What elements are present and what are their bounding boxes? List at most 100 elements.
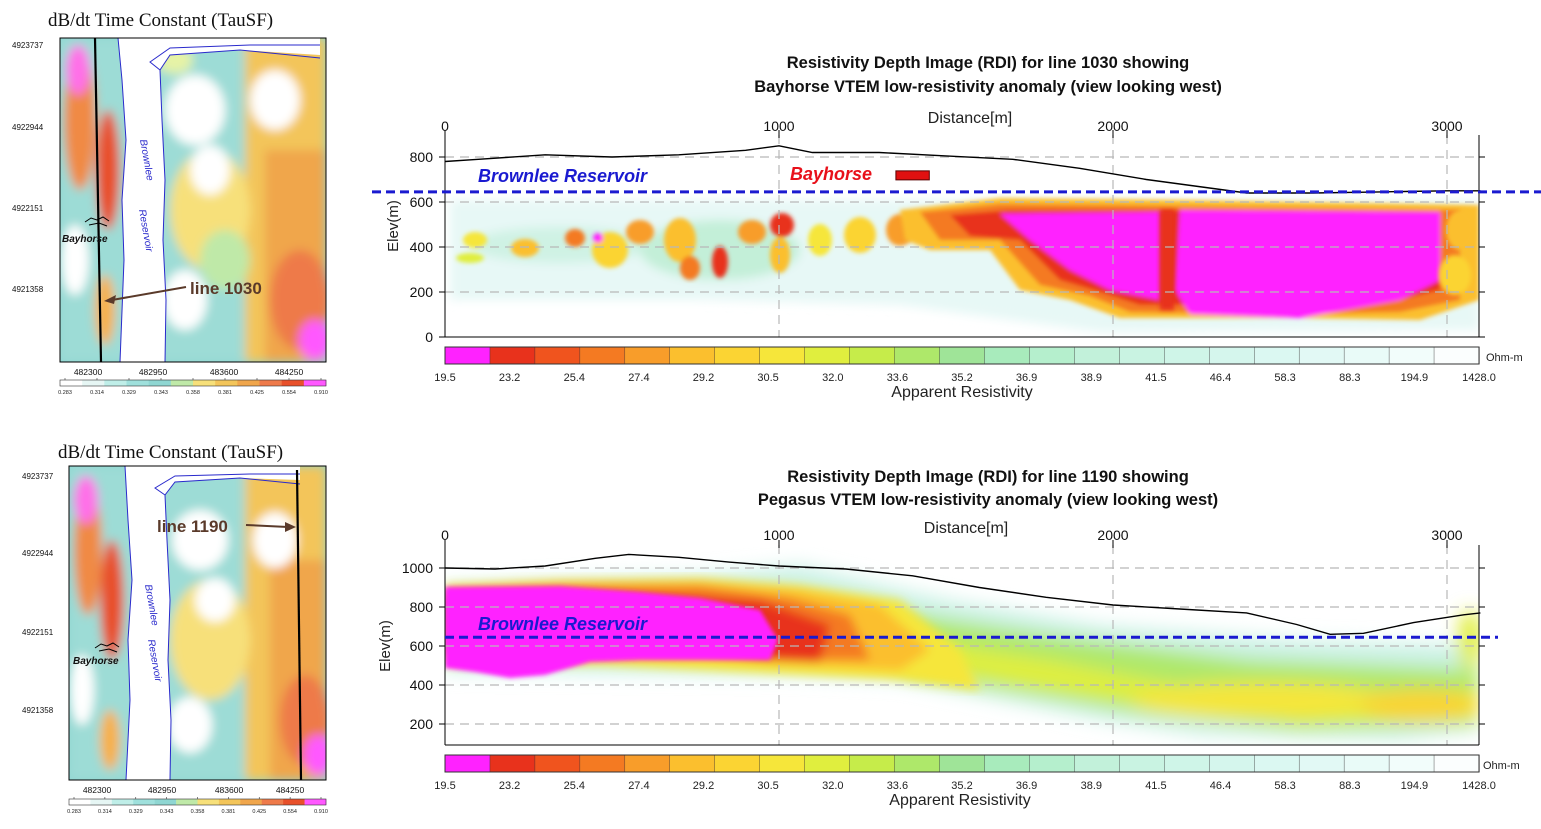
colorbar-tick-label: 23.2 [499, 780, 520, 792]
y-tick-label: 600 [410, 194, 434, 210]
colorbar-tick-label: 194.9 [1401, 780, 1429, 792]
colorbar: 19.5 23.2 25.4 27.4 29.2 30.5 32.0 33.6 35.2 36.9… [434, 346, 1496, 384]
axes [444, 545, 1480, 746]
map-scale-swatch [197, 799, 220, 805]
chart-title-line2: Pegasus VTEM low-resistivity anomaly (vi… [758, 491, 1218, 509]
map-scale-tick: 0.554 [282, 390, 296, 396]
colorbar-tick-label: 58.3 [1274, 372, 1295, 384]
map-y-tick: 4923737 [12, 41, 44, 50]
colorbar-label: Apparent Resistivity [891, 384, 1032, 401]
x-tick-label: 3000 [1431, 527, 1462, 543]
colorbar-swatch [984, 346, 1031, 365]
colorbar-swatch [1164, 754, 1210, 773]
map-scale-swatch [104, 380, 127, 386]
colorbar-tick-label: 38.9 [1081, 780, 1102, 792]
colorbar-tick-label: 1428.0 [1462, 780, 1496, 792]
anomaly-label: Bayhorse [790, 164, 872, 184]
map-scale-swatch [303, 380, 327, 386]
x-tick-label: 2000 [1097, 527, 1128, 543]
colorbar-swatch [669, 754, 716, 773]
map-x-tick: 482300 [83, 785, 112, 795]
map-y-tick: 4921358 [12, 285, 44, 294]
colorbar-swatch [624, 346, 671, 365]
map-scale-swatch [111, 799, 134, 805]
map-scale-swatch [283, 799, 305, 805]
colorbar-tick-label: 41.5 [1145, 780, 1166, 792]
chart-title-line1: Resistivity Depth Image (RDI) for line 1… [787, 468, 1189, 486]
map-x-ticks: 482300 482950 483600 484250 [83, 785, 305, 795]
map-x-tick: 484250 [276, 785, 305, 795]
colorbar-swatch [489, 754, 536, 773]
map-scale-tick: 0.381 [218, 390, 232, 396]
map-y-ticks: 4923737 4922944 4922151 4921358 [22, 472, 54, 715]
y-tick-label: 800 [410, 599, 434, 615]
map-x-tick: 482950 [148, 785, 177, 795]
map-scale-tick: 0.329 [129, 809, 143, 815]
map-scale-swatch [176, 799, 198, 805]
map-panel-1190: dB/dt Time Constant (TauSF) [22, 442, 328, 815]
colorbar-swatch [444, 346, 491, 365]
colorbar-tick-label: 33.6 [887, 780, 908, 792]
colorbar-swatch [849, 346, 896, 365]
colorbar-swatch [1029, 346, 1075, 365]
colorbar-swatch [489, 346, 536, 365]
grid [445, 545, 1479, 745]
map-scale-swatch [304, 799, 327, 805]
colorbar-tick-label: 194.9 [1401, 372, 1429, 384]
map-scale-swatch [148, 380, 172, 386]
y-tick-label: 800 [410, 149, 434, 165]
rdi-panel-1030: Resistivity Depth Image (RDI) for line 1… [372, 54, 1541, 401]
colorbar-unit: Ohm-m [1486, 352, 1523, 364]
colorbar-tick-label: 46.4 [1210, 372, 1231, 384]
colorbar-swatch [1074, 346, 1120, 365]
map-scale-tick: 0.910 [314, 390, 328, 396]
colorbar-unit: Ohm-m [1483, 760, 1520, 772]
map-scale-swatch [170, 380, 194, 386]
colorbar-tick-label: 29.2 [693, 372, 714, 384]
x-tick-label: 0 [441, 118, 449, 134]
colorbar-swatch [1388, 346, 1435, 365]
map-scale-swatch [126, 380, 149, 386]
rdi-panel-1190: Resistivity Depth Image (RDI) for line 1… [377, 468, 1520, 809]
map-y-tick: 4923737 [22, 472, 54, 481]
map-x-tick: 482950 [139, 367, 168, 377]
axes [444, 135, 1480, 338]
map-y-tick: 4921358 [22, 706, 54, 715]
map-title: dB/dt Time Constant (TauSF) [48, 10, 273, 31]
colorbar-tick-label: 19.5 [434, 780, 455, 792]
colorbar-tick-label: 33.6 [887, 372, 908, 384]
colorbar-swatch [1119, 346, 1165, 365]
colorbar-tick-label: 36.9 [1016, 780, 1037, 792]
x-ticks: 0 1000 2000 3000 [441, 118, 1463, 138]
x-tick-label: 0 [441, 527, 449, 543]
map-scale-tick: 0.425 [252, 809, 266, 815]
colorbar-swatch [579, 754, 626, 773]
colorbar-swatch [714, 754, 761, 773]
colorbar-swatch [939, 346, 986, 365]
colorbar-tick-label: 35.2 [951, 372, 972, 384]
colorbar-tick-label: 46.4 [1210, 780, 1231, 792]
colorbar-label: Apparent Resistivity [889, 792, 1030, 809]
x-axis-label: Distance[m] [924, 520, 1008, 537]
colorbar-tick-label: 19.5 [434, 372, 455, 384]
y-tick-label: 0 [425, 329, 433, 345]
y-ticks: 0 200 400 600 800 [410, 149, 1485, 345]
map-x-ticks: 482300 482950 483600 484250 [74, 367, 304, 377]
colorbar-swatch [804, 346, 851, 365]
colorbar-swatch [1209, 346, 1255, 365]
map-color-scale: 0.283 0.314 0.329 0.343 0.358 0.381 0.425 0.554… [67, 797, 328, 815]
colorbar-swatch [534, 754, 581, 773]
town-label: Bayhorse [73, 656, 119, 667]
map-scale-tick: 0.358 [186, 390, 200, 396]
colorbar-tick-label: 32.0 [822, 780, 843, 792]
line-label: line 1030 [190, 279, 262, 298]
map-scale-tick: 0.358 [191, 809, 205, 815]
colorbar-swatch [984, 754, 1031, 773]
map-scale-tick: 0.425 [250, 390, 264, 396]
colorbar-swatch [759, 754, 806, 773]
map-scale-tick: 0.283 [67, 809, 81, 815]
colorbar-tick-label: 25.4 [564, 372, 585, 384]
colorbar-tick-label: 23.2 [499, 372, 520, 384]
colorbar-swatch [1298, 754, 1345, 773]
map-y-tick: 4922151 [12, 204, 44, 213]
